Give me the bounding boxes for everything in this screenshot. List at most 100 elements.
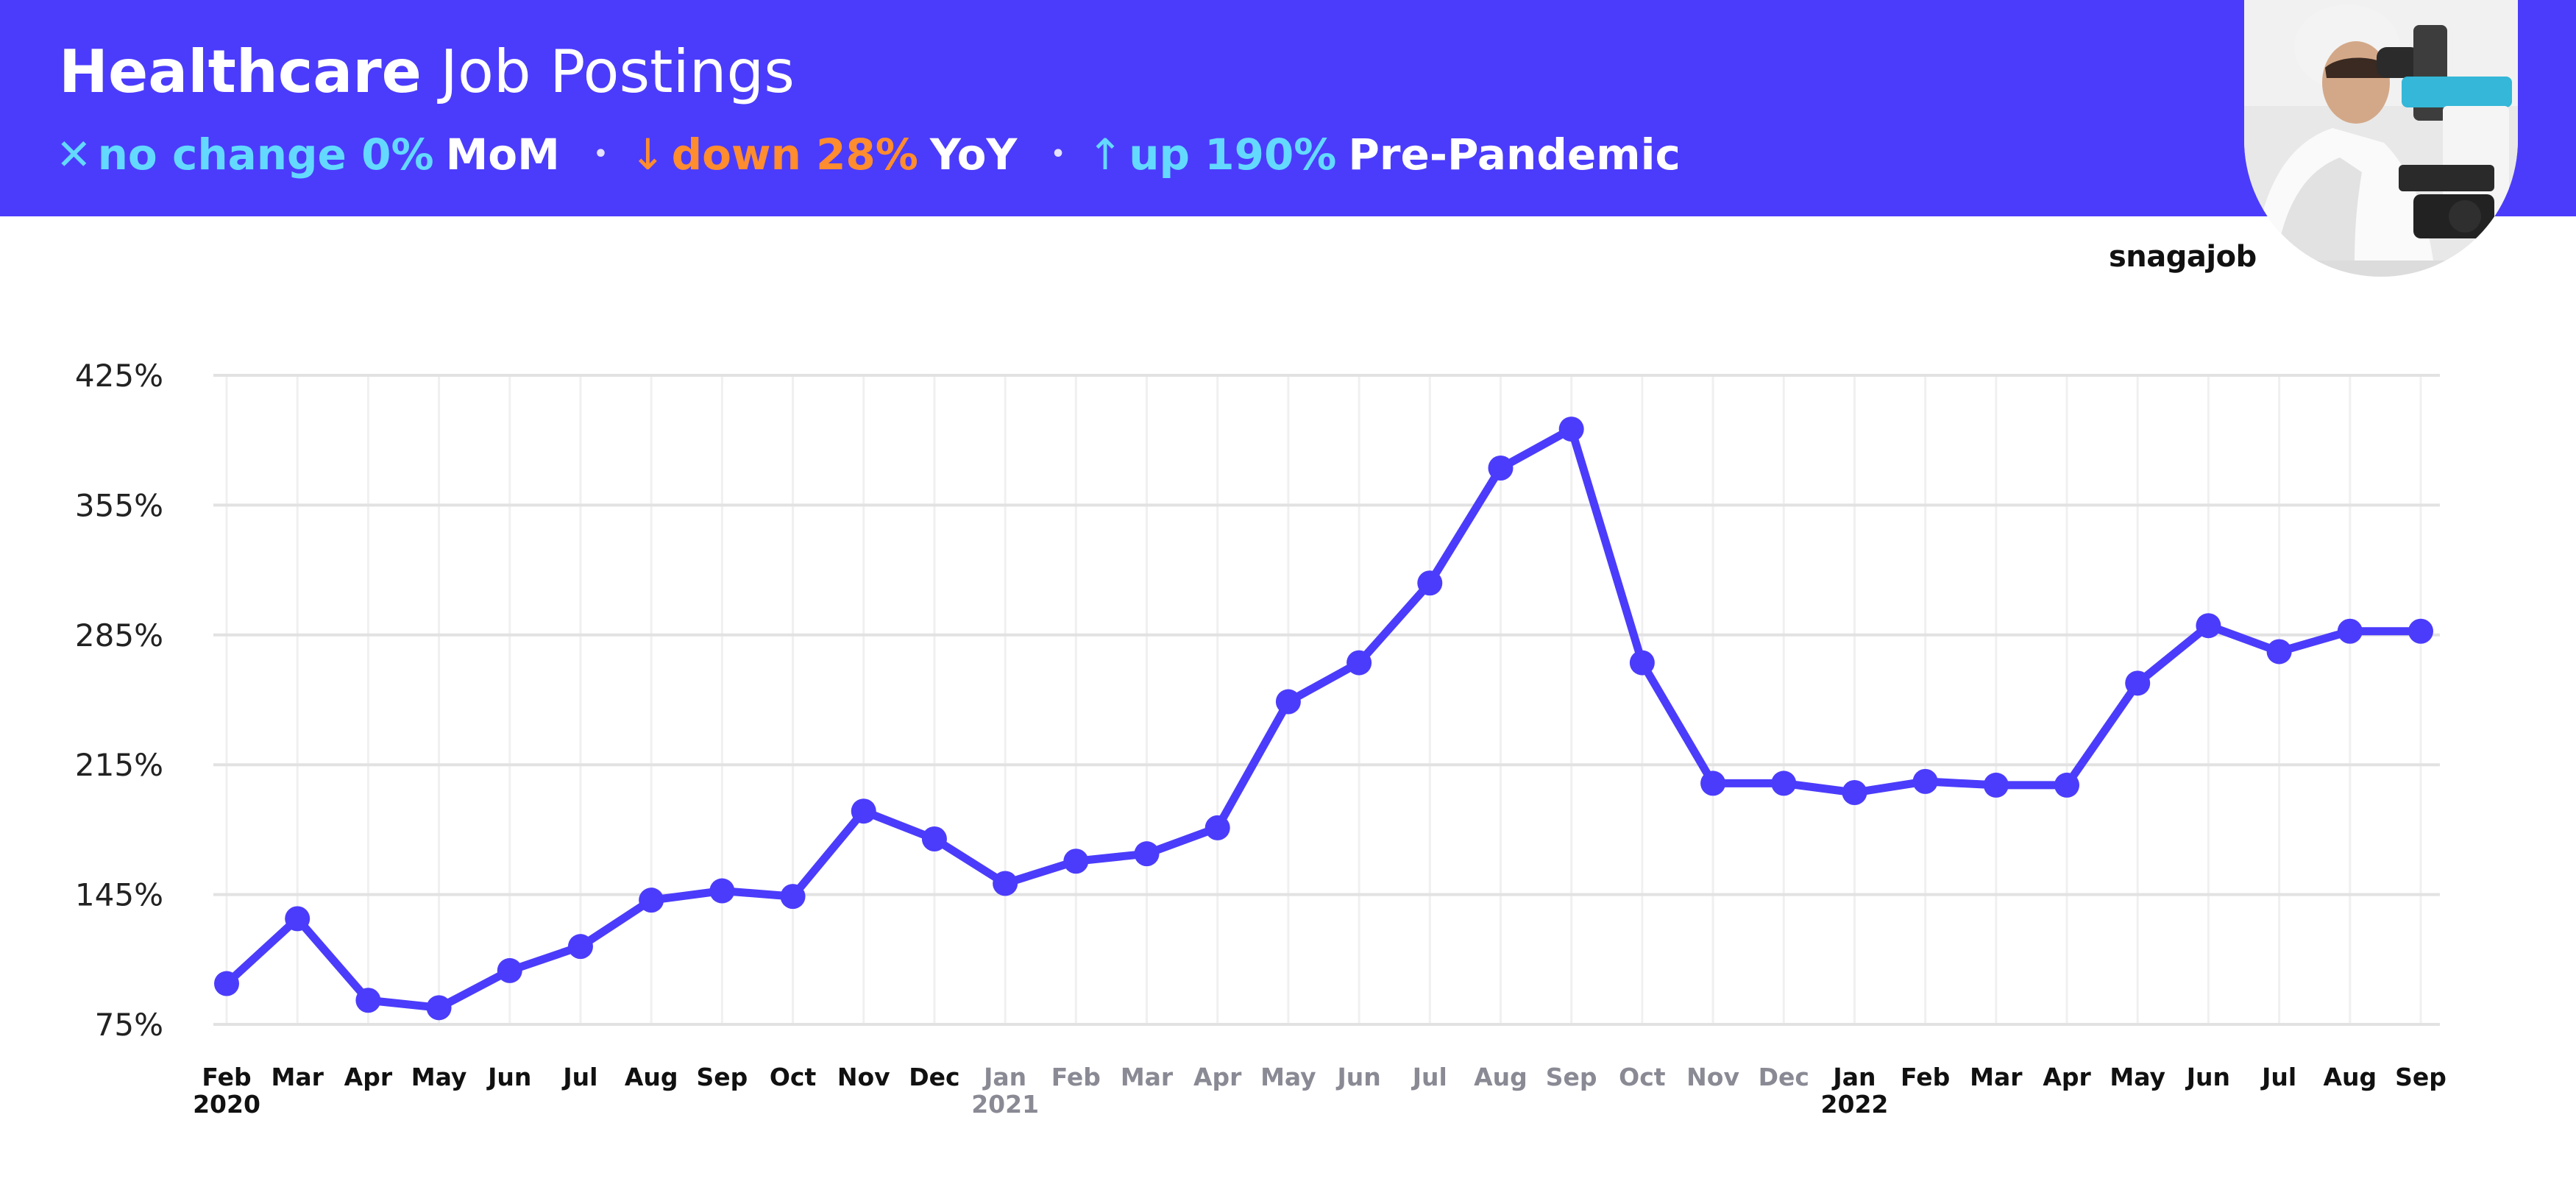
snagajob-logo: snagajob bbox=[2109, 240, 2257, 274]
x-tick-label: Aug bbox=[625, 1063, 678, 1091]
x-tick-label: Apr bbox=[1193, 1063, 1242, 1091]
lab-technician-microscope-photo-icon bbox=[2244, 0, 2518, 277]
x-tick-label: Dec bbox=[1759, 1063, 1809, 1091]
stat-yoy-value: down 28% bbox=[671, 130, 918, 180]
x-tick-label: Jul bbox=[2260, 1063, 2296, 1091]
x-tick-label: Jun bbox=[1335, 1063, 1380, 1091]
data-point bbox=[2125, 670, 2151, 696]
data-point bbox=[2266, 639, 2292, 665]
stat-pre-pandemic-suffix: Pre-Pandemic bbox=[1348, 130, 1681, 180]
x-tick-label: Sep bbox=[696, 1063, 748, 1091]
x-tick-label: May bbox=[411, 1063, 467, 1091]
x-tick-label: Jan bbox=[1831, 1063, 1876, 1091]
stat-mom: ✕ no change 0% MoM bbox=[56, 124, 572, 185]
header-banner: Healthcare Job Postings ✕ no change 0% M… bbox=[0, 0, 2576, 216]
x-tick-year-label: 2022 bbox=[1821, 1090, 1889, 1119]
data-point bbox=[285, 906, 311, 932]
x-tick-label: Jan bbox=[982, 1063, 1026, 1091]
data-point bbox=[2054, 772, 2080, 798]
x-tick-label: Aug bbox=[2323, 1063, 2377, 1091]
stat-yoy: ↓ down 28% YoY bbox=[630, 124, 1029, 185]
title-rest: Job Postings bbox=[440, 38, 795, 106]
x-tick-label: Mar bbox=[1121, 1063, 1174, 1091]
data-point bbox=[780, 884, 806, 910]
x-tick-label: Oct bbox=[770, 1063, 817, 1091]
data-point bbox=[1063, 849, 1089, 874]
data-point bbox=[639, 888, 664, 913]
arrow-down-icon: ↓ bbox=[630, 130, 666, 180]
x-tick-label: Feb bbox=[202, 1063, 251, 1091]
x-tick-label: Feb bbox=[1901, 1063, 1950, 1091]
data-point bbox=[1346, 650, 1372, 676]
x-tick-label: Jul bbox=[1411, 1063, 1447, 1091]
stats-row: ✕ no change 0% MoM • ↓ down 28% YoY • ↑ … bbox=[56, 124, 1692, 185]
stat-separator: • bbox=[1051, 141, 1065, 167]
horizontal-gridlines bbox=[213, 374, 2440, 1026]
x-tick-label: Jul bbox=[561, 1063, 597, 1091]
x-tick-label: Apr bbox=[344, 1063, 393, 1091]
x-tick-label: May bbox=[2110, 1063, 2165, 1091]
x-tick-year-label: 2021 bbox=[971, 1090, 1039, 1119]
data-point bbox=[709, 878, 735, 904]
stat-mom-suffix: MoM bbox=[445, 130, 560, 180]
stat-separator: • bbox=[593, 141, 608, 167]
data-point bbox=[1417, 570, 1443, 596]
y-tick-label: 355% bbox=[75, 487, 163, 523]
lab-technician-photo bbox=[2244, 0, 2518, 277]
data-point bbox=[497, 957, 522, 983]
data-point bbox=[1700, 770, 1726, 796]
data-points bbox=[214, 417, 2433, 1021]
y-tick-label: 75% bbox=[95, 1007, 163, 1043]
stat-pre-pandemic: ↑ up 190% Pre-Pandemic bbox=[1087, 124, 1692, 185]
data-point bbox=[1134, 841, 1160, 867]
y-tick-label: 215% bbox=[75, 747, 163, 783]
data-point bbox=[2408, 618, 2433, 644]
x-tick-label: Mar bbox=[271, 1063, 324, 1091]
x-tick-year-label: 2020 bbox=[193, 1090, 260, 1119]
y-axis-ticks: 75% 145% 215% 285% 355% 425% bbox=[75, 358, 163, 1043]
data-point bbox=[2337, 618, 2363, 644]
vertical-gridlines bbox=[225, 375, 2422, 1024]
stat-pre-pandemic-value: up 190% bbox=[1129, 130, 1337, 180]
x-tick-label: Jun bbox=[2185, 1063, 2230, 1091]
data-point bbox=[1275, 689, 1301, 715]
data-point bbox=[2196, 613, 2221, 639]
data-point bbox=[993, 871, 1018, 896]
data-point bbox=[214, 971, 239, 996]
data-point bbox=[567, 934, 593, 960]
data-point bbox=[1488, 456, 1514, 481]
data-point bbox=[921, 826, 947, 851]
x-tick-label: May bbox=[1260, 1063, 1316, 1091]
x-tick-label: Dec bbox=[909, 1063, 959, 1091]
data-point bbox=[426, 995, 452, 1021]
data-point bbox=[1558, 417, 1584, 442]
series-line bbox=[222, 425, 2425, 1012]
data-point bbox=[355, 988, 381, 1013]
title-bold: Healthcare bbox=[59, 38, 422, 106]
stat-yoy-suffix: YoY bbox=[929, 130, 1018, 180]
stat-mom-value: no change 0% bbox=[97, 130, 434, 180]
data-point bbox=[1983, 772, 2009, 798]
data-point bbox=[1204, 815, 1230, 840]
x-tick-label: Oct bbox=[1619, 1063, 1666, 1091]
close-icon: ✕ bbox=[56, 130, 92, 180]
y-tick-label: 285% bbox=[75, 617, 163, 653]
arrow-up-icon: ↑ bbox=[1087, 130, 1124, 180]
y-tick-label: 145% bbox=[75, 877, 163, 913]
data-point bbox=[1912, 768, 1938, 794]
x-tick-label: Mar bbox=[1970, 1063, 2023, 1091]
y-tick-label: 425% bbox=[75, 358, 163, 394]
data-point bbox=[851, 798, 876, 824]
x-tick-label: Apr bbox=[2043, 1063, 2091, 1091]
x-tick-label: Feb bbox=[1051, 1063, 1101, 1091]
page-title: Healthcare Job Postings bbox=[59, 35, 795, 109]
data-point bbox=[1629, 650, 1655, 676]
x-tick-label: Sep bbox=[2395, 1063, 2447, 1091]
x-tick-label: Jun bbox=[486, 1063, 531, 1091]
x-tick-label: Sep bbox=[1546, 1063, 1597, 1091]
data-point bbox=[1771, 770, 1797, 796]
x-tick-label: Nov bbox=[1686, 1063, 1739, 1091]
data-point bbox=[1842, 780, 1867, 805]
